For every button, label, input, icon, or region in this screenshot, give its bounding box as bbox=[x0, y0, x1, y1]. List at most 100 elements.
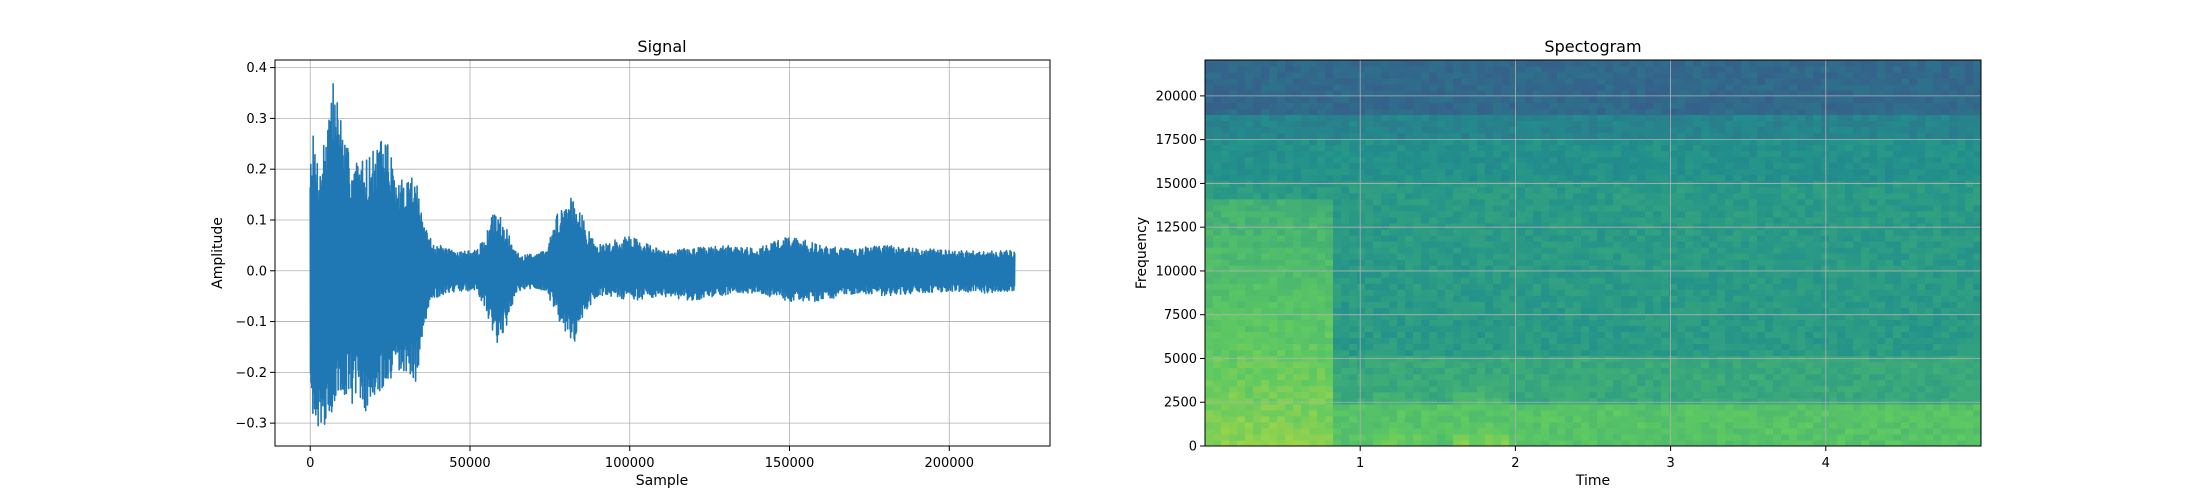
spectrogram-cell bbox=[1413, 228, 1422, 236]
spectrogram-cell bbox=[1469, 96, 1478, 103]
spectrogram-cell bbox=[1565, 60, 1574, 67]
spectrogram-cell bbox=[1789, 78, 1798, 85]
spectrogram-cell bbox=[1693, 90, 1702, 97]
spectrogram-cell bbox=[1605, 120, 1614, 127]
spectrogram-cell bbox=[1725, 331, 1734, 339]
spectrogram-cell bbox=[1453, 78, 1462, 85]
spectrogram-cell bbox=[1597, 66, 1606, 73]
spectrogram-cell bbox=[1469, 283, 1478, 290]
spectrogram-cell bbox=[1653, 246, 1662, 254]
spectrogram-cell bbox=[1493, 198, 1502, 206]
spectrogram-cell bbox=[1429, 108, 1438, 115]
spectrogram-cell bbox=[1285, 114, 1294, 121]
spectrogram-cell bbox=[1301, 150, 1310, 158]
signal-y-tick-label: −0.1 bbox=[235, 315, 267, 330]
spectrogram-cell bbox=[1541, 120, 1550, 127]
spectrogram-cell bbox=[1533, 216, 1542, 224]
spectrogram-cell bbox=[1285, 349, 1294, 357]
spectrogram-cell bbox=[1421, 349, 1430, 357]
spectrogram-cell bbox=[1349, 192, 1358, 200]
spectrogram-cell bbox=[1309, 325, 1318, 333]
spectrogram-cell bbox=[1253, 433, 1262, 441]
spectrogram-cell bbox=[1565, 253, 1574, 260]
spectrogram-cell bbox=[1221, 295, 1230, 302]
spectrogram-cell bbox=[1613, 222, 1622, 230]
spectrogram-cell bbox=[1709, 114, 1718, 121]
spectrogram-cell bbox=[1533, 222, 1542, 230]
spectrogram-cell bbox=[1413, 319, 1422, 326]
spectrogram-cell bbox=[1741, 156, 1750, 164]
spectrogram-cell bbox=[1469, 319, 1478, 326]
spectrogram-cell bbox=[1565, 156, 1574, 164]
spectrogram-cell bbox=[1677, 72, 1686, 79]
spectrogram-cell bbox=[1317, 246, 1326, 254]
spectrogram-cell bbox=[1253, 295, 1262, 302]
spectrogram-cell bbox=[1381, 337, 1390, 345]
spectrogram-cell bbox=[1589, 439, 1598, 446]
spectrogram-cell bbox=[1477, 132, 1486, 140]
spectrogram-cell bbox=[1549, 373, 1558, 381]
spectrogram-cell bbox=[1389, 222, 1398, 230]
spectrogram-cell bbox=[1757, 385, 1766, 393]
spectrogram-cell bbox=[1637, 325, 1646, 333]
spectrogram-cell bbox=[1325, 96, 1334, 103]
spectrogram-cell bbox=[1309, 162, 1318, 170]
spectrogram-cell bbox=[1621, 234, 1630, 242]
spectrogram-cell bbox=[1621, 265, 1630, 272]
spectrogram-cell bbox=[1205, 385, 1214, 393]
spectrogram-cell bbox=[1493, 210, 1502, 218]
spectrogram-cell bbox=[1517, 271, 1526, 278]
spectrogram-cell bbox=[1389, 126, 1398, 133]
spectrogram-cell bbox=[1437, 421, 1446, 429]
spectrogram-cell bbox=[1685, 120, 1694, 127]
spectrogram-cell bbox=[1781, 96, 1790, 103]
spectrogram-cell bbox=[1365, 259, 1374, 266]
spectrogram-cell bbox=[1765, 349, 1774, 357]
spectrogram-cell bbox=[1205, 439, 1214, 446]
spectrogram-cell bbox=[1381, 222, 1390, 230]
spectrogram-cell bbox=[1565, 391, 1574, 399]
spectrogram-cell bbox=[1581, 138, 1590, 146]
spectrogram-cell bbox=[1805, 409, 1814, 417]
spectrogram-cell bbox=[1421, 138, 1430, 146]
spectrogram-cell bbox=[1333, 210, 1342, 218]
spectrogram-cell bbox=[1821, 307, 1830, 314]
spectrogram-cell bbox=[1357, 427, 1366, 435]
spectrogram-cell bbox=[1517, 204, 1526, 212]
spectrogram-cell bbox=[1349, 180, 1358, 188]
spectrogram-cell bbox=[1277, 144, 1286, 152]
spectrogram-cell bbox=[1557, 415, 1566, 423]
spectrogram-cell bbox=[1317, 391, 1326, 399]
spectrogram-cell bbox=[1357, 313, 1366, 320]
spectrogram-cell bbox=[1781, 72, 1790, 79]
spectrogram-cell bbox=[1781, 156, 1790, 164]
spectrogram-cell bbox=[1469, 132, 1478, 140]
spectrogram-cell bbox=[1397, 204, 1406, 212]
spectrogram-cell bbox=[1357, 108, 1366, 115]
spectrogram-cell bbox=[1349, 319, 1358, 326]
spectrogram-cell bbox=[1701, 144, 1710, 152]
spectrogram-cell bbox=[1309, 433, 1318, 441]
spectrogram-cell bbox=[1381, 259, 1390, 266]
spectrogram-cell bbox=[1453, 126, 1462, 133]
spectrogram-cell bbox=[1677, 114, 1686, 121]
spectrogram-cell bbox=[1573, 96, 1582, 103]
spectrogram-cell bbox=[1261, 391, 1270, 399]
spectrogram-cell bbox=[1517, 156, 1526, 164]
spectrogram-cell bbox=[1429, 120, 1438, 127]
spectrogram-cell bbox=[1213, 421, 1222, 429]
spectrogram-cell bbox=[1525, 228, 1534, 236]
spectrogram-cell bbox=[1285, 84, 1294, 91]
spectrogram-cell bbox=[1501, 403, 1510, 411]
spectrogram-cell bbox=[1469, 144, 1478, 152]
spectrogram-cell bbox=[1613, 192, 1622, 200]
spectrogram-cell bbox=[1581, 120, 1590, 127]
spectrogram-cell bbox=[1437, 259, 1446, 266]
spectrogram-cell bbox=[1557, 439, 1566, 446]
spectrogram-cell bbox=[1669, 307, 1678, 314]
spectrogram-cell bbox=[1453, 259, 1462, 266]
spectrogram-cell bbox=[1365, 222, 1374, 230]
spectrogram-cell bbox=[1317, 421, 1326, 429]
spectrogram-cell bbox=[1285, 427, 1294, 435]
spectrogram-cell bbox=[1565, 427, 1574, 435]
